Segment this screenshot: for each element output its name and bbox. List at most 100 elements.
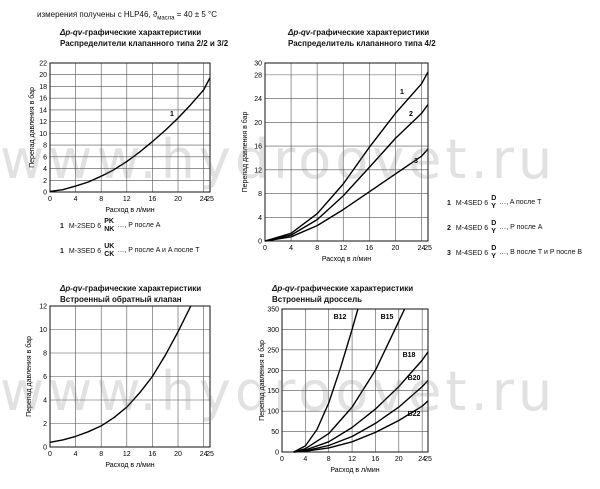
- y-tick-label: 300: [267, 327, 279, 334]
- series-label: 1: [170, 111, 174, 118]
- x-axis-label: Расход в л/мин: [322, 256, 371, 263]
- plot-frame: [264, 62, 429, 242]
- x-tick-label: 24: [418, 245, 426, 252]
- x-tick-label: 20: [392, 245, 400, 252]
- series-label: B20: [408, 375, 421, 382]
- x-tick-label: 4: [289, 245, 293, 252]
- x-tick-label: 4: [74, 196, 78, 203]
- panel-title-bl: Δp-qv-графические характеристики Встроен…: [60, 284, 202, 304]
- x-tick-label: 0: [48, 196, 52, 203]
- x-tick-label: 8: [327, 456, 331, 463]
- y-axis-label: Перепад давления в бар: [28, 87, 36, 168]
- y-tick-label: 18: [39, 84, 47, 91]
- series-label: B15: [381, 314, 394, 321]
- series-label: 3: [414, 158, 418, 165]
- x-tick-label: 25: [206, 451, 214, 458]
- legend-item: 3 M-4SED 6 D Y…, B после T и P после B: [447, 245, 583, 260]
- y-tick-label: 200: [267, 368, 279, 375]
- legend-item: 1 M-2SED 6 PK NK…, P после A: [60, 218, 161, 233]
- plot-frame: [281, 308, 429, 453]
- y-tick-label: 14: [39, 107, 47, 114]
- series-line: [264, 104, 429, 242]
- x-tick-label: 8: [99, 451, 103, 458]
- x-tick-label: 24: [200, 451, 208, 458]
- y-tick-label: 150: [267, 388, 279, 395]
- y-tick-label: 28: [254, 72, 262, 79]
- series-line: [293, 308, 406, 453]
- panel-title-br: Δp-qv-графические характеристики Встроен…: [272, 284, 414, 304]
- y-tick-label: 24: [254, 96, 262, 103]
- y-tick-label: 50: [271, 429, 279, 436]
- x-tick-label: 0: [48, 451, 52, 458]
- y-tick-label: 0: [275, 450, 279, 457]
- y-axis-label: Перепад давления в бар: [241, 112, 249, 193]
- series-label: 2: [409, 111, 413, 118]
- y-tick-label: 16: [254, 144, 262, 151]
- y-tick-label: 20: [39, 72, 47, 79]
- x-axis-label: Расход в л/мин: [330, 467, 379, 474]
- x-tick-label: 20: [395, 456, 403, 463]
- x-tick-label: 25: [424, 456, 432, 463]
- panel-title-tl: Δp-qv-графические характеристики Распред…: [60, 28, 229, 48]
- legend-item: 2 M-4SED 6 D Y…, P после A: [447, 220, 543, 235]
- panel-title-tr: Δp-qv-графические характеристики Распред…: [288, 28, 436, 48]
- y-tick-label: 16: [39, 96, 47, 103]
- y-tick-label: 4: [43, 398, 47, 405]
- series-label: B12: [334, 314, 347, 321]
- legend-item: 1 M-3SED 6 UK CK…, P после A и A после T: [60, 243, 200, 258]
- series-line: [293, 308, 359, 453]
- x-tick-label: 20: [174, 196, 182, 203]
- series-line: [293, 380, 429, 453]
- series-line: [293, 400, 429, 453]
- x-tick-label: 12: [339, 245, 347, 252]
- x-axis-label: Расход в л/мин: [105, 207, 154, 214]
- x-tick-label: 4: [303, 456, 307, 463]
- y-tick-label: 0: [258, 239, 262, 246]
- legend-item: 1 M-4SED 6 D Y…, A после T: [447, 195, 542, 210]
- x-tick-label: 16: [372, 456, 380, 463]
- y-tick-label: 350: [267, 307, 279, 314]
- measurement-note: измерения получены с HLP46, ϑмасла = 40 …: [37, 10, 218, 22]
- y-tick-label: 22: [39, 61, 47, 68]
- x-tick-label: 12: [123, 196, 131, 203]
- x-tick-label: 16: [149, 451, 157, 458]
- x-tick-label: 25: [206, 196, 214, 203]
- y-tick-label: 250: [267, 347, 279, 354]
- series-label: 1: [400, 89, 404, 96]
- y-tick-label: 2: [43, 178, 47, 185]
- y-tick-label: 8: [43, 351, 47, 358]
- series-label: B22: [408, 411, 421, 418]
- x-tick-label: 16: [149, 196, 157, 203]
- x-tick-label: 0: [280, 456, 284, 463]
- x-tick-label: 0: [263, 245, 267, 252]
- series-line: [49, 305, 192, 443]
- series-line: [49, 77, 211, 193]
- x-tick-label: 8: [315, 245, 319, 252]
- series-line: [293, 351, 429, 453]
- y-tick-label: 12: [39, 304, 47, 311]
- x-tick-label: 20: [174, 451, 182, 458]
- y-tick-label: 12: [39, 119, 47, 126]
- x-tick-label: 16: [365, 245, 373, 252]
- y-tick-label: 8: [43, 143, 47, 150]
- y-tick-label: 10: [39, 327, 47, 334]
- series-line: [264, 71, 429, 242]
- y-tick-label: 30: [254, 61, 262, 68]
- y-tick-label: 2: [43, 421, 47, 428]
- x-tick-label: 25: [424, 245, 432, 252]
- series-label: B18: [403, 352, 416, 359]
- y-tick-label: 12: [254, 167, 262, 174]
- x-tick-label: 24: [418, 456, 426, 463]
- y-tick-label: 4: [258, 215, 262, 222]
- plot-frame: [49, 62, 211, 193]
- y-tick-label: 6: [43, 154, 47, 161]
- x-tick-label: 8: [99, 196, 103, 203]
- y-tick-label: 6: [43, 374, 47, 381]
- y-axis-label: Перепад давления в бар: [258, 340, 266, 421]
- y-tick-label: 20: [254, 120, 262, 127]
- y-tick-label: 4: [43, 166, 47, 173]
